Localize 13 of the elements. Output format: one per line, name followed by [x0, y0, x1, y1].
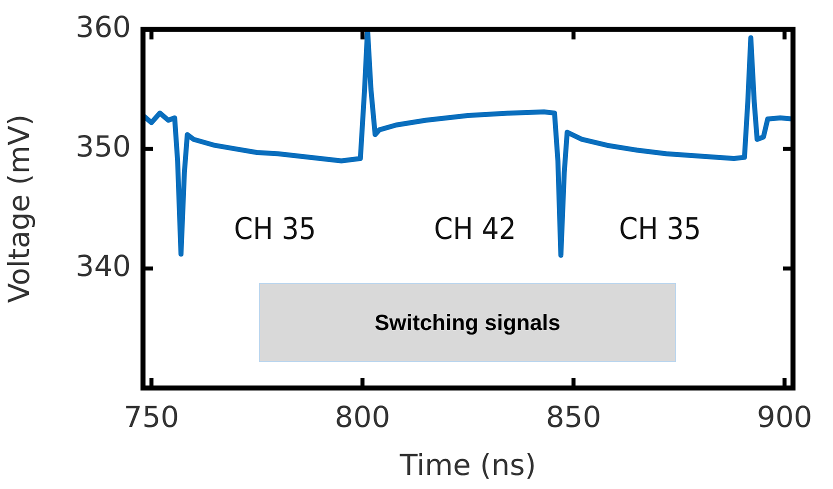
y-axis-title: Voltage (mV): [2, 114, 36, 304]
y-tick-label: 360: [76, 10, 131, 44]
x-tick-label: 800: [334, 400, 390, 434]
x-tick-label: 900: [756, 400, 812, 434]
x-tick-label: 750: [124, 400, 180, 434]
annotation: CH 35: [618, 212, 702, 247]
x-tick-label: 850: [546, 400, 602, 434]
annotation: CH 35: [232, 212, 318, 247]
y-tick-label: 350: [76, 129, 131, 164]
label-box: Switching signals: [259, 283, 676, 362]
y-tick-label: 340: [76, 249, 131, 283]
x-axis-title: Time (ns): [398, 448, 536, 482]
annotation: CH 42: [432, 212, 518, 247]
